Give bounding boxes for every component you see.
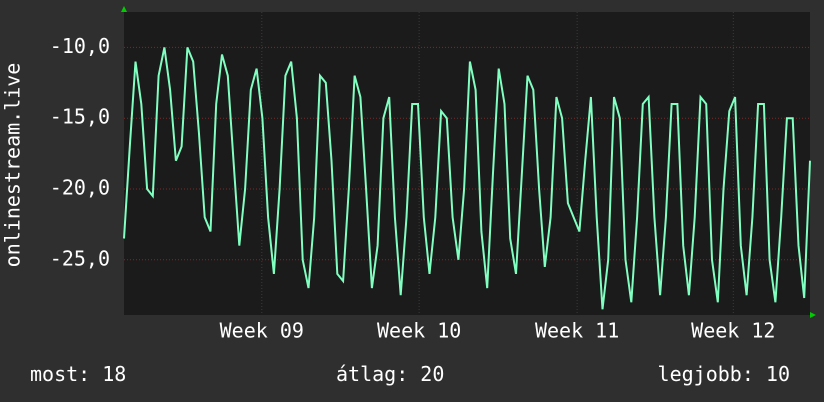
x-tick-label: Week 12 [691,319,775,343]
data-line [123,47,811,310]
footer-label: átlag: [336,362,408,386]
footer-stat: most: 18 [30,362,126,386]
x-tick-label: Week 11 [535,319,619,343]
y-tick-label: -25,0 [50,246,110,270]
y-tick-label: -10,0 [50,34,110,58]
footer-value: 20 [420,362,444,386]
x-tick-label: Week 09 [220,319,304,343]
footer-stat: átlag: 20 [336,362,444,386]
y-axis-label: onlinestream.live [1,63,25,268]
plot-area [124,12,810,315]
y-tick-label: -20,0 [50,175,110,199]
footer-label: most: [30,362,90,386]
axis-arrow [121,6,127,12]
footer-value: 10 [766,362,790,386]
x-tick-label: Week 10 [377,319,461,343]
footer-value: 18 [102,362,126,386]
footer-stat: legjobb: 10 [658,362,790,386]
footer-label: legjobb: [658,362,754,386]
axis-arrow [810,312,816,318]
y-tick-label: -15,0 [50,105,110,129]
